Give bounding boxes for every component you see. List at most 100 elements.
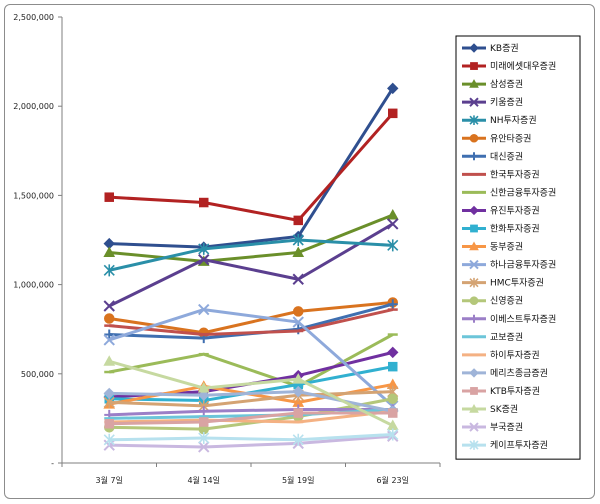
legend-entry: NH투자증권 [462,114,537,126]
legend-marker [469,241,479,251]
legend-label: 신한금융투자증권 [490,186,556,198]
legend-marker [469,79,479,88]
legend-marker [470,152,478,161]
y-tick-label: 1,500,000 [13,191,54,200]
legend-label: 유안타증권 [490,132,531,144]
data-point [199,197,209,208]
x-tick-label: 5월 19일 [282,475,315,485]
legend-label: 케이프투자증권 [490,439,548,451]
data-point [293,306,304,317]
legend-label: 대신증권 [490,150,523,162]
series-line [109,409,393,424]
legend-label: 한화투자증권 [490,223,540,235]
series-line [108,238,393,272]
y-tick-label: 2,000,000 [13,102,54,111]
series-line [109,397,394,431]
legend-entry: 신영증권 [462,295,523,307]
legend-entry: 키움증권 [462,96,523,108]
data-point [103,387,115,400]
data-point [103,300,115,312]
chart-axes: - 500,000 1,000,000 1,500,000 2,000,000 2,500… [13,13,441,485]
series-line [108,359,394,427]
data-point [104,192,114,202]
legend-entry: 부국증권 [462,421,523,433]
y-tick-label: 1,000,000 [13,281,54,290]
legend-label: 메리츠종금증권 [490,367,548,379]
series-0 [103,82,399,253]
legend-marker [469,368,479,378]
data-point [387,428,399,441]
series-line [108,308,394,408]
legend-entry: 유안타증권 [462,132,531,144]
legend-marker [469,440,479,450]
legend-marker [469,97,479,107]
data-point [199,417,209,427]
series-line [109,112,394,222]
data-point [292,316,304,328]
legend-marker [469,205,479,216]
data-point [198,432,210,445]
data-point [103,355,116,366]
legend-label: 한국투자증권 [490,168,540,180]
legend-label: NH투자증권 [490,114,537,126]
legend-label: 삼성증권 [490,78,523,90]
legend-label: 유진투자증권 [490,204,540,216]
series-line [109,407,393,417]
series-22 [103,428,399,446]
legend-entry: KTB투자증권 [462,385,540,397]
data-point [104,329,115,340]
legend-marker [470,224,478,233]
data-point [388,408,398,418]
legend-label: 하이투자증권 [490,349,540,361]
legend-label: HMC투자증권 [490,277,544,289]
series-line [109,87,395,249]
series-line [108,222,394,308]
data-point [103,334,115,346]
data-point [293,215,303,226]
legend-entry: 유진투자증권 [462,204,540,216]
legend-entry: 교보증권 [462,331,523,343]
data-point [198,406,209,417]
series-7 [104,308,398,337]
data-point [198,389,210,401]
legend-marker [469,259,479,270]
data-point [104,313,115,324]
legend-entry: 하이투자증권 [462,349,540,361]
legend-entry: 케이프투자증권 [462,439,548,451]
data-point [292,246,305,257]
data-point [197,382,210,393]
legend-entry: KB증권 [462,42,519,54]
legend-entry: 이베스트투자증권 [462,313,556,325]
data-point [292,433,304,446]
data-point [198,242,210,255]
series-line [109,390,393,408]
legend-marker [469,133,479,143]
legend-label: SK증권 [490,403,518,415]
data-point [292,273,304,285]
legend-entry: HMC투자증권 [462,277,544,289]
legend-entry: SK증권 [462,403,518,415]
legend-label: KTB투자증권 [490,385,540,397]
data-point [387,82,399,95]
series-line [109,434,393,449]
legend-marker [469,296,479,306]
legend-marker [470,62,478,70]
data-point [292,385,304,398]
legend-entry: 대신증권 [462,150,523,162]
legend-entry: 하나금융투자증권 [462,259,556,271]
data-point [198,441,210,453]
legend-label: 이베스트투자증권 [490,313,556,325]
data-point [103,246,116,257]
series-1 [104,108,398,226]
legend-marker [469,277,479,288]
data-point [292,234,304,246]
legend-marker [469,43,479,53]
legend-entry: 삼성증권 [462,78,523,90]
series-21 [103,430,399,453]
data-point [388,108,398,119]
data-point [103,433,115,446]
data-point [387,218,399,230]
series-line [108,333,394,388]
